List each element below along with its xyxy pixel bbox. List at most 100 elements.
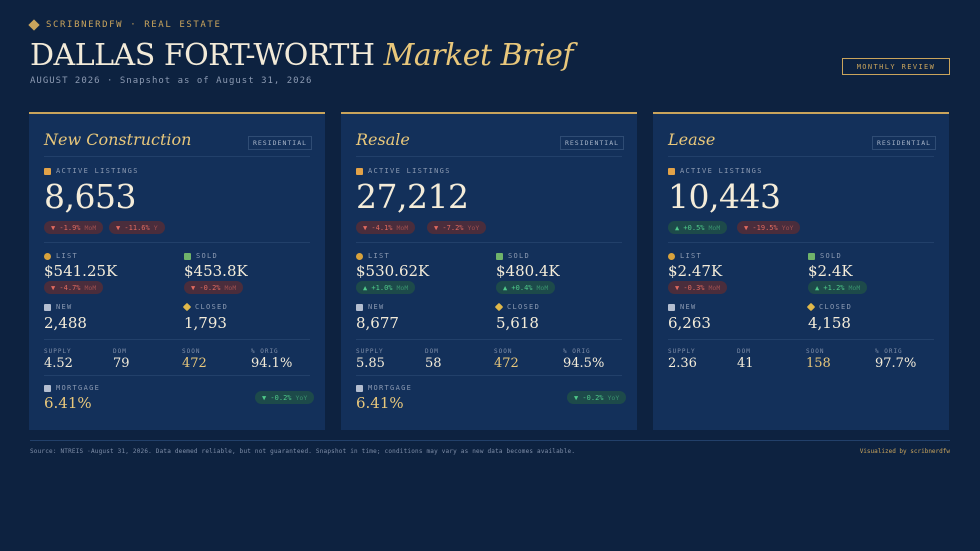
label-text: SOLD xyxy=(820,252,843,260)
label-text: MORTGAGE xyxy=(368,384,413,392)
badge-value: ▼ -0.3% xyxy=(675,283,705,292)
badge-value: ▼ -0.2% xyxy=(191,283,221,292)
house-icon xyxy=(44,167,51,175)
residential-tag: RESIDENTIAL xyxy=(248,136,312,150)
badge-unit: MoM xyxy=(708,283,721,292)
mortgage-change-badge: ▼ -0.2% YoY xyxy=(255,391,315,404)
soon-value: 472 xyxy=(494,356,519,371)
supply-value: 4.52 xyxy=(44,356,73,371)
label-text: CLOSED xyxy=(507,303,541,311)
monthly-review-button[interactable]: MONTHLY REVIEW xyxy=(842,58,950,75)
divider xyxy=(668,156,934,157)
new-value: 8,677 xyxy=(356,314,399,332)
document-icon xyxy=(44,303,51,311)
mortgage-value: 6.41% xyxy=(44,394,92,412)
key-icon xyxy=(494,302,504,312)
active-mom-badge: ▲ +0.5% MoM xyxy=(668,221,728,234)
divider xyxy=(356,375,622,376)
sold-price-value: $453.8K xyxy=(184,262,248,280)
badge-unit: MoM xyxy=(224,283,237,292)
label-text: ACTIVE LISTINGS xyxy=(368,167,451,175)
credit-note: Visualized by scribnerdfw xyxy=(859,448,950,455)
card-new-construction: New Construction RESIDENTIAL ACTIVE LIST… xyxy=(29,112,325,430)
supply-value: 2.36 xyxy=(668,356,697,371)
closed-label: CLOSED xyxy=(806,302,853,312)
new-value: 2,488 xyxy=(44,314,87,332)
list-change-badge: ▼ -4.7% MoM xyxy=(44,281,104,294)
list-price-value: $541.25K xyxy=(44,262,118,280)
supply-label: SUPPLY xyxy=(44,348,72,355)
diamond-icon xyxy=(28,19,40,31)
soon-value: 158 xyxy=(806,356,831,371)
badge-value: ▼ -4.7% xyxy=(51,283,81,292)
document-icon xyxy=(356,384,363,392)
orig-label: % ORIG xyxy=(563,348,591,355)
dom-value: 79 xyxy=(113,356,130,371)
label-text: NEW xyxy=(56,303,73,311)
soon-label: SOON xyxy=(806,348,825,355)
label-text: ACTIVE LISTINGS xyxy=(680,167,763,175)
key-icon xyxy=(182,302,192,312)
dom-value: 41 xyxy=(737,356,754,371)
label-text: CLOSED xyxy=(819,303,853,311)
money-bag-icon xyxy=(44,252,51,260)
supply-value: 5.85 xyxy=(356,356,385,371)
cash-icon xyxy=(496,252,503,260)
active-listings-label: ACTIVE LISTINGS xyxy=(356,167,451,175)
closed-value: 4,158 xyxy=(808,314,851,332)
label-text: SOLD xyxy=(196,252,219,260)
dom-label: DOM xyxy=(113,348,127,355)
orig-value: 94.5% xyxy=(563,356,605,371)
active-listings-label: ACTIVE LISTINGS xyxy=(44,167,139,175)
soon-label: SOON xyxy=(494,348,513,355)
divider xyxy=(44,339,310,340)
active-yoy-badge: ▼ -11.6% Y xyxy=(109,221,165,234)
supply-label: SUPPLY xyxy=(356,348,384,355)
key-icon xyxy=(806,302,816,312)
label-text: LIST xyxy=(56,252,79,260)
badge-value: ▼ -7.2% xyxy=(434,223,464,232)
badge-unit: YoY xyxy=(467,223,480,232)
badge-value: ▼ -19.5% xyxy=(744,223,778,232)
sold-change-badge: ▼ -0.2% MoM xyxy=(184,281,244,294)
soon-label: SOON xyxy=(182,348,201,355)
label-text: LIST xyxy=(368,252,391,260)
dom-value: 58 xyxy=(425,356,442,371)
closed-value: 5,618 xyxy=(496,314,539,332)
list-change-badge: ▲ +1.0% MoM xyxy=(356,281,416,294)
active-listings-label: ACTIVE LISTINGS xyxy=(668,167,763,175)
sold-price-value: $2.4K xyxy=(808,262,853,280)
badge-unit: MoM xyxy=(848,283,861,292)
new-value: 6,263 xyxy=(668,314,711,332)
new-label: NEW xyxy=(356,303,385,311)
brand-header: SCRIBNERDFW · REAL ESTATE xyxy=(28,19,221,31)
dom-label: DOM xyxy=(425,348,439,355)
badge-value: ▼ -0.2% xyxy=(574,393,604,402)
title-main: DALLAS FORT-WORTH xyxy=(30,38,375,73)
orig-label: % ORIG xyxy=(875,348,903,355)
cash-icon xyxy=(808,252,815,260)
mortgage-value: 6.41% xyxy=(356,394,404,412)
divider xyxy=(356,339,622,340)
sold-change-badge: ▲ +1.2% MoM xyxy=(808,281,868,294)
badge-unit: MoM xyxy=(84,283,97,292)
soon-value: 472 xyxy=(182,356,207,371)
label-text: ACTIVE LISTINGS xyxy=(56,167,139,175)
badge-value: ▼ -4.1% xyxy=(363,223,393,232)
sold-label: SOLD xyxy=(184,252,218,260)
badge-unit: MoM xyxy=(84,223,97,232)
card-title: New Construction xyxy=(44,130,192,149)
new-label: NEW xyxy=(44,303,73,311)
orig-value: 97.7% xyxy=(875,356,917,371)
badge-value: ▼ -1.9% xyxy=(51,223,81,232)
badge-unit: YoY xyxy=(607,393,620,402)
money-bag-icon xyxy=(668,252,675,260)
badge-value: ▲ +1.2% xyxy=(815,283,845,292)
card-lease: Lease RESIDENTIAL ACTIVE LISTINGS 10,443… xyxy=(653,112,949,430)
document-icon xyxy=(668,303,675,311)
badge-unit: MoM xyxy=(396,283,409,292)
active-mom-badge: ▼ -1.9% MoM xyxy=(44,221,104,234)
active-yoy-badge: ▼ -19.5% YoY xyxy=(737,221,801,234)
label-text: CLOSED xyxy=(195,303,229,311)
list-change-badge: ▼ -0.3% MoM xyxy=(668,281,728,294)
